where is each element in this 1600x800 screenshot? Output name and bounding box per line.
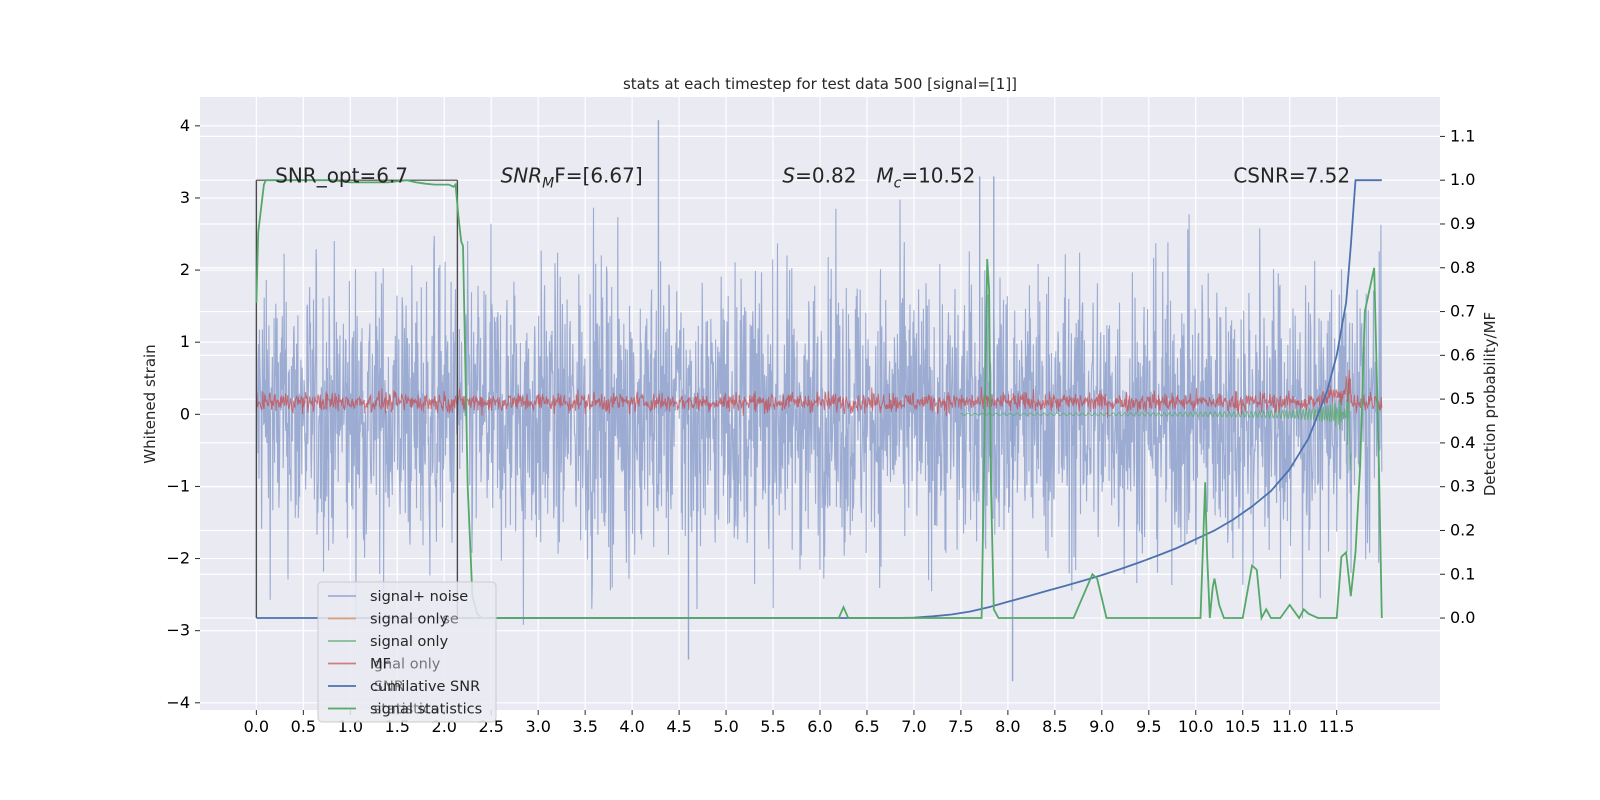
y-tick-label-left: 3 (180, 188, 190, 207)
x-tick-label: 6.5 (854, 717, 879, 736)
legend-label: signal only (370, 634, 449, 650)
y-tick-label-right: 0.4 (1450, 433, 1475, 452)
legend-box (317, 581, 497, 723)
x-tick-label: 10.0 (1178, 717, 1214, 736)
y-tick-label-left: 0 (180, 404, 190, 423)
legend: signal+ noise signal only signal only MF cum… (317, 581, 497, 723)
y-tick-label-left: −4 (166, 693, 190, 712)
x-tick-label: 0.0 (244, 717, 269, 736)
y-tick-label-right: 1.0 (1450, 170, 1475, 189)
signal-only-line (960, 378, 1352, 471)
y-tick-label-right: 0.2 (1450, 520, 1475, 539)
mf-line (255, 369, 1383, 418)
x-tick-label: 11.0 (1272, 717, 1308, 736)
y-tick-label-right: 0.9 (1450, 214, 1475, 233)
y-axis-label-right: Detection probability/MF (1481, 312, 1499, 496)
x-tick-label: 8.5 (1042, 717, 1067, 736)
annotation-csnr: CSNR=7.52 (1233, 163, 1350, 187)
x-tick-label: 9.0 (1089, 717, 1114, 736)
y-tick-label-left: 2 (180, 260, 190, 279)
y-tick-label-right: 0.3 (1450, 477, 1475, 496)
x-tick-label: 5.0 (713, 717, 738, 736)
x-tick-label: 10.5 (1225, 717, 1261, 736)
annotation-mc-value: Mc=10.52 (876, 163, 975, 191)
plot-data (255, 120, 1383, 682)
y-tick-label-right: 0.5 (1450, 389, 1475, 408)
y-tick-label-right: 0.6 (1450, 345, 1475, 364)
x-tick-label: 5.5 (760, 717, 785, 736)
y-axis-label-left: Whitened strain (141, 344, 159, 463)
x-tick-label: 7.0 (901, 717, 926, 736)
x-tick-label: 3.0 (525, 717, 550, 736)
axis-ticks: 0.0 0.5 1.0 1.5 2.0 2.5 3.0 3.5 4.0 4.5 5.0 5.5 6.0 6… (166, 116, 1475, 736)
legend-ghost-label: statistics (374, 702, 439, 718)
y-tick-label-right: 1.1 (1450, 126, 1475, 145)
legend-ghost-label: se (442, 612, 459, 628)
x-tick-label: 6.0 (807, 717, 832, 736)
y-tick-label-left: 1 (180, 332, 190, 351)
y-tick-label-right: 0.0 (1450, 608, 1475, 627)
legend-label: signal statistics (370, 702, 482, 718)
signal-statistics-line (255, 179, 1383, 622)
cumulative-snr-line (256, 179, 1382, 619)
x-tick-label: 0.5 (291, 717, 316, 736)
annotation-snr-opt: SNR_opt=6.7 (275, 163, 408, 187)
x-tick-label: 4.5 (666, 717, 691, 736)
legend-label: cumilative SNR (370, 679, 480, 695)
y-tick-label-right: 0.1 (1450, 564, 1475, 583)
legend-label: signal+ noise (370, 589, 468, 605)
x-tick-label: 9.5 (1136, 717, 1161, 736)
y-tick-label-left: −3 (166, 621, 190, 640)
signal-noise-line (255, 199, 1383, 625)
x-tick-label: 3.5 (572, 717, 597, 736)
annotation-s-value: S=0.82 (782, 163, 856, 187)
y-tick-label-right: 0.8 (1450, 258, 1475, 277)
x-tick-label: 11.5 (1319, 717, 1355, 736)
legend-label: MF (370, 657, 391, 673)
legend-ghost-label: gnal only (374, 657, 441, 673)
x-tick-label: 4.0 (619, 717, 644, 736)
x-tick-label: 7.5 (948, 717, 973, 736)
annotation-snr-mf: SNRMF=[6.67] (501, 163, 643, 191)
y-tick-label-left: 4 (180, 116, 190, 135)
legend-ghost-label: SNR (374, 679, 404, 695)
annotations: SNR_opt=6.7 SNRMF=[6.67] S=0.82 Mc=10.52 CSN… (275, 163, 1350, 191)
x-tick-label: 8.0 (995, 717, 1020, 736)
y-tick-label-left: −1 (166, 476, 190, 495)
y-tick-label-left: −2 (166, 549, 190, 568)
y-tick-label-right: 0.7 (1450, 302, 1475, 321)
legend-label: signal only (370, 612, 449, 628)
chart-title: stats at each timestep for test data 500… (623, 75, 1017, 93)
